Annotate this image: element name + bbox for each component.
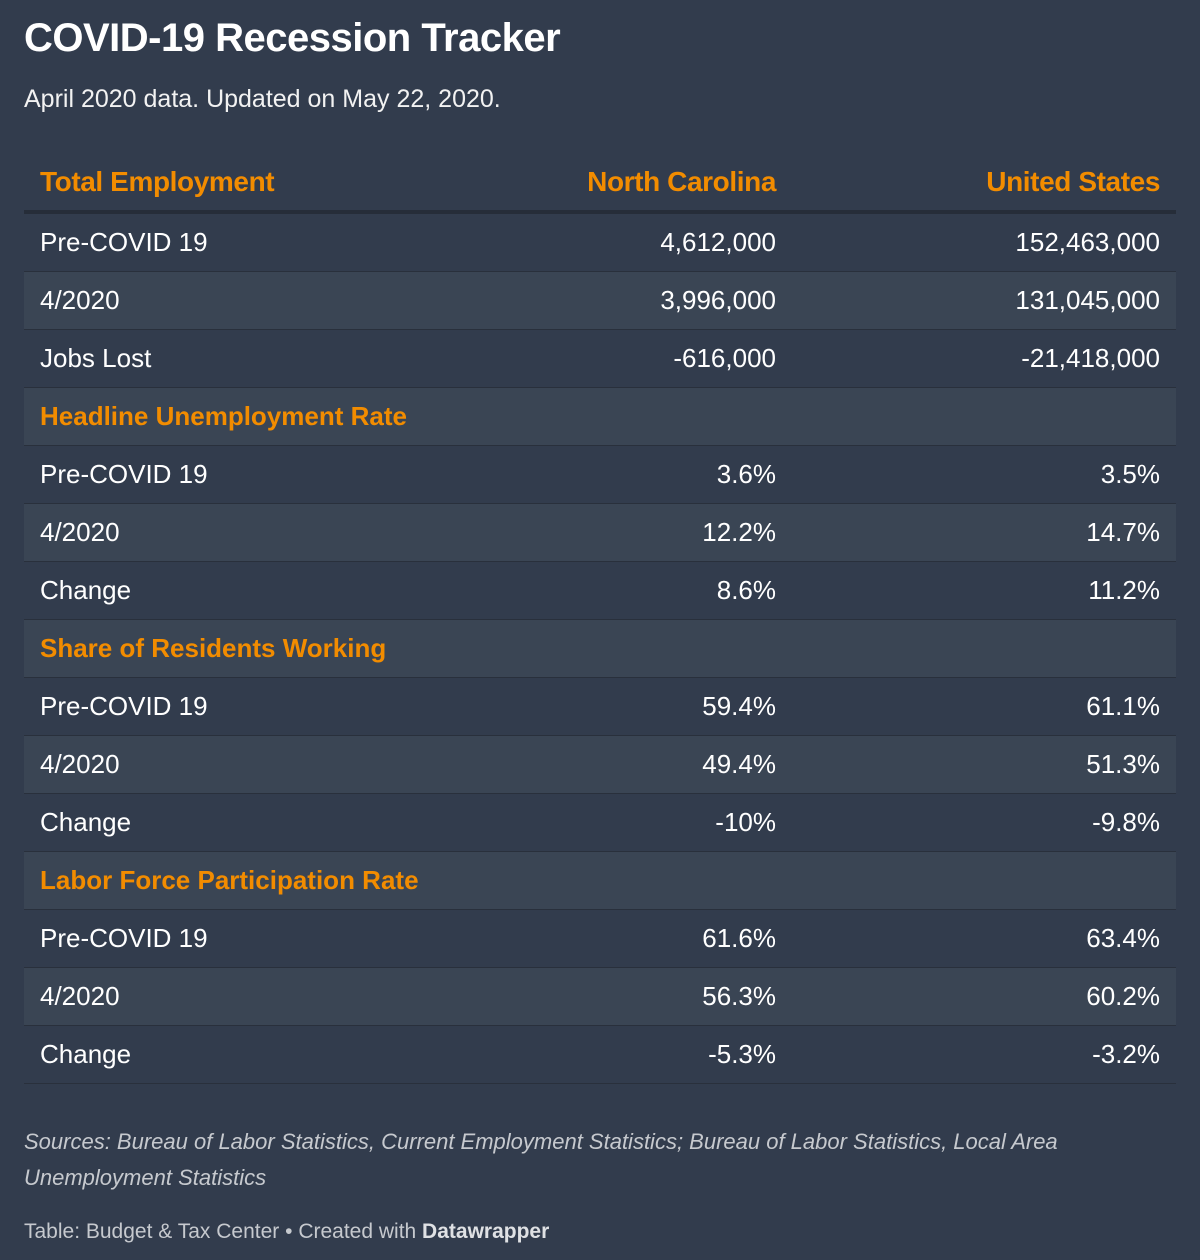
table-row: Change -10% -9.8% bbox=[24, 793, 1176, 852]
united-states-value: 63.4% bbox=[792, 909, 1176, 968]
row-label: Jobs Lost bbox=[24, 329, 464, 388]
table-row: Change -5.3% -3.2% bbox=[24, 1025, 1176, 1084]
column-header-united-states[interactable]: United States bbox=[792, 154, 1176, 214]
chart-container: COVID-19 Recession Tracker April 2020 da… bbox=[24, 0, 1176, 1084]
datawrapper-link[interactable]: Datawrapper bbox=[422, 1220, 550, 1243]
row-label: Change bbox=[24, 561, 464, 620]
north-carolina-value: 61.6% bbox=[464, 909, 792, 968]
north-carolina-value: 12.2% bbox=[464, 503, 792, 562]
table-row: Change 8.6% 11.2% bbox=[24, 561, 1176, 620]
row-label: Pre-COVID 19 bbox=[24, 677, 464, 736]
footer-separator: • bbox=[279, 1220, 299, 1243]
united-states-value: 61.1% bbox=[792, 677, 1176, 736]
chart-subtitle: April 2020 data. Updated on May 22, 2020… bbox=[24, 85, 501, 113]
north-carolina-value: 8.6% bbox=[464, 561, 792, 620]
row-label: 4/2020 bbox=[24, 967, 464, 1026]
row-label: 4/2020 bbox=[24, 271, 464, 330]
united-states-value: -3.2% bbox=[792, 1025, 1176, 1084]
chart-title: COVID-19 Recession Tracker bbox=[24, 16, 561, 60]
footer: Table: Budget & Tax Center • Created wit… bbox=[24, 1216, 549, 1248]
row-label: Pre-COVID 19 bbox=[24, 212, 464, 272]
section-label: Labor Force Participation Rate bbox=[24, 851, 1176, 910]
row-label: Change bbox=[24, 1025, 464, 1084]
table-row: Pre-COVID 19 3.6% 3.5% bbox=[24, 445, 1176, 504]
table-row: Pre-COVID 19 61.6% 63.4% bbox=[24, 909, 1176, 968]
footer-credit: Table: Budget & Tax Center bbox=[24, 1220, 280, 1243]
data-table: Total Employment North Carolina United S… bbox=[24, 154, 1176, 1084]
section-header-row: Labor Force Participation Rate bbox=[24, 851, 1176, 910]
table-row: 4/2020 56.3% 60.2% bbox=[24, 967, 1176, 1026]
united-states-value: 14.7% bbox=[792, 503, 1176, 562]
row-label: 4/2020 bbox=[24, 735, 464, 794]
section-label: Headline Unemployment Rate bbox=[24, 387, 1176, 446]
row-label: Pre-COVID 19 bbox=[24, 445, 464, 504]
section-header-row: Share of Residents Working bbox=[24, 619, 1176, 678]
row-label: 4/2020 bbox=[24, 503, 464, 562]
table-row: Pre-COVID 19 4,612,000 152,463,000 bbox=[24, 212, 1176, 272]
table-row: 4/2020 49.4% 51.3% bbox=[24, 735, 1176, 794]
united-states-value: 51.3% bbox=[792, 735, 1176, 794]
footer-created-with: Created with bbox=[298, 1220, 417, 1243]
united-states-value: 60.2% bbox=[792, 967, 1176, 1026]
united-states-value: 131,045,000 bbox=[792, 271, 1176, 330]
row-label: Change bbox=[24, 793, 464, 852]
table-row: 4/2020 12.2% 14.7% bbox=[24, 503, 1176, 562]
north-carolina-value: 3.6% bbox=[464, 445, 792, 504]
north-carolina-value: 56.3% bbox=[464, 967, 792, 1026]
north-carolina-value: 59.4% bbox=[464, 677, 792, 736]
table-body: Pre-COVID 19 4,612,000 152,463,000 4/2020 3,… bbox=[24, 212, 1176, 1084]
table-row: Pre-COVID 19 59.4% 61.1% bbox=[24, 677, 1176, 736]
united-states-value: 11.2% bbox=[792, 561, 1176, 620]
column-header-north-carolina[interactable]: North Carolina bbox=[464, 154, 792, 214]
source-notes: Sources: Bureau of Labor Statistics, Cur… bbox=[24, 1129, 1058, 1190]
table-header-row: Total Employment North Carolina United S… bbox=[24, 154, 1176, 214]
section-header-row: Headline Unemployment Rate bbox=[24, 387, 1176, 446]
north-carolina-value: 3,996,000 bbox=[464, 271, 792, 330]
united-states-value: -21,418,000 bbox=[792, 329, 1176, 388]
section-label: Share of Residents Working bbox=[24, 619, 1176, 678]
north-carolina-value: -616,000 bbox=[464, 329, 792, 388]
table-row: Jobs Lost -616,000 -21,418,000 bbox=[24, 329, 1176, 388]
table-row: 4/2020 3,996,000 131,045,000 bbox=[24, 271, 1176, 330]
united-states-value: -9.8% bbox=[792, 793, 1176, 852]
row-label: Pre-COVID 19 bbox=[24, 909, 464, 968]
united-states-value: 152,463,000 bbox=[792, 212, 1176, 272]
north-carolina-value: 4,612,000 bbox=[464, 212, 792, 272]
north-carolina-value: 49.4% bbox=[464, 735, 792, 794]
united-states-value: 3.5% bbox=[792, 445, 1176, 504]
column-header-total-employment[interactable]: Total Employment bbox=[24, 154, 464, 214]
north-carolina-value: -10% bbox=[464, 793, 792, 852]
north-carolina-value: -5.3% bbox=[464, 1025, 792, 1084]
